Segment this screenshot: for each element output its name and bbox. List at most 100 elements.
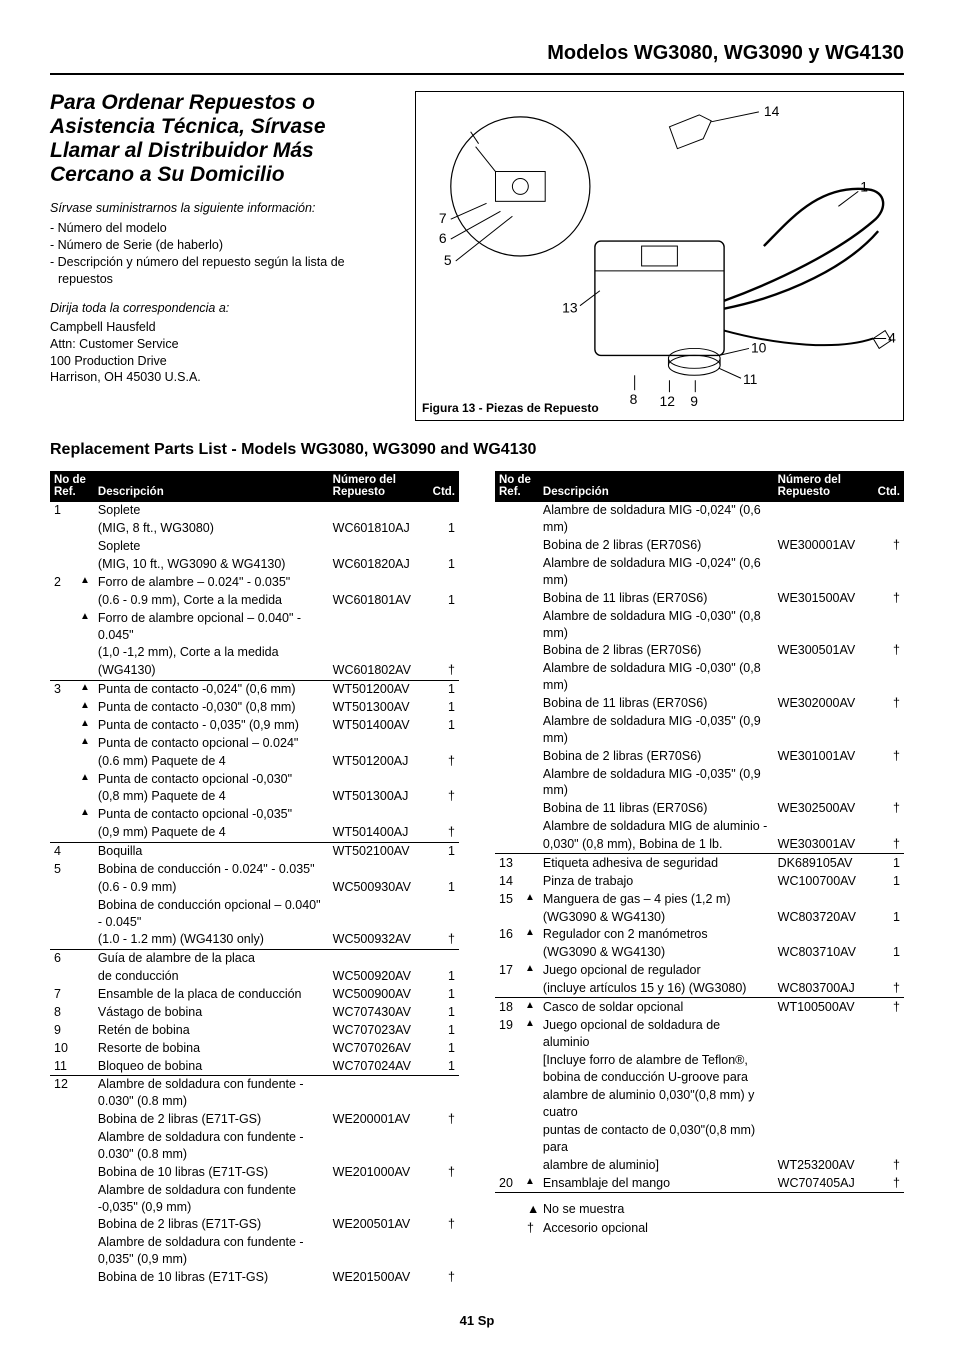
table-row: (0,8 mm) Paquete de 4WT501300AJ† [50, 788, 459, 806]
cell-ref: 7 [50, 986, 76, 1004]
cell-part: WC100700AV [774, 872, 874, 890]
cell-part [329, 644, 429, 662]
cell-qty: 1 [874, 872, 904, 890]
table-row: 20▲Ensamblaje del mangoWC707405AJ† [495, 1174, 904, 1192]
cell-qty: † [874, 589, 904, 607]
cell-part: WC707405AJ [774, 1174, 874, 1192]
cell-triangle [76, 860, 94, 878]
cell-part: WC601802AV [329, 662, 429, 680]
cell-ref [50, 896, 76, 931]
cell-triangle [76, 538, 94, 556]
cell-ref [50, 1234, 76, 1269]
cell-triangle: ▲ [521, 1016, 539, 1051]
cell-triangle [76, 502, 94, 520]
cell-qty: † [429, 931, 459, 949]
cell-triangle [521, 908, 539, 926]
cell-triangle: ▲ [76, 680, 94, 698]
cell-triangle: ▲ [76, 734, 94, 752]
cell-qty [874, 1122, 904, 1157]
address-intro: Dirija toda la correspondencia a: [50, 300, 395, 317]
cell-part: WC500900AV [329, 986, 429, 1004]
cell-qty: † [429, 824, 459, 842]
cell-desc: (MIG, 10 ft., WG3090 & WG4130) [94, 556, 329, 574]
cell-ref [50, 538, 76, 556]
cell-triangle: ▲ [521, 962, 539, 980]
cell-qty: † [874, 1174, 904, 1192]
table-row: 16▲Regulador con 2 manómetros [495, 926, 904, 944]
cell-part [774, 555, 874, 590]
cell-part [329, 896, 429, 931]
callout-11: 11 [743, 371, 758, 387]
section-title: Replacement Parts List - Models WG3080, … [50, 439, 904, 461]
cell-triangle [76, 1111, 94, 1129]
table-row: 17▲Juego opcional de regulador [495, 962, 904, 980]
cell-part: WT501300AV [329, 699, 429, 717]
table-row: 18▲Casco de soldar opcionalWT100500AV† [495, 998, 904, 1016]
figure-caption: Figura 13 - Piezas de Repuesto [422, 400, 599, 416]
table-row: Alambre de soldadura MIG -0,035" (0,9 mm… [495, 712, 904, 747]
cell-part: WE200501AV [329, 1216, 429, 1234]
cell-qty [874, 712, 904, 747]
cell-desc: Bobina de conducción - 0.024" - 0.035" [94, 860, 329, 878]
cell-desc: Bobina de 11 libras (ER70S6) [539, 800, 774, 818]
cell-ref [50, 806, 76, 824]
cell-desc: Alambre de soldadura MIG -0,024" (0,6 mm… [539, 502, 774, 537]
figure-box: 14 1 4 7 6 5 13 8 12 9 11 [415, 91, 904, 421]
cell-ref: 1 [50, 502, 76, 520]
parts-column-left: No de Ref. Descripción Número del Repues… [50, 471, 459, 1287]
cell-triangle [521, 712, 539, 747]
cell-desc: (0.6 - 0.9 mm), Corte a la medida [94, 591, 329, 609]
cell-ref [495, 944, 521, 962]
cell-part [774, 926, 874, 944]
cell-ref [50, 1216, 76, 1234]
cell-desc: Soplete [94, 502, 329, 520]
table-row: Bobina de 2 libras (E71T-GS)WE200501AV† [50, 1216, 459, 1234]
cell-desc: Bobina de 2 libras (E71T-GS) [94, 1111, 329, 1129]
cell-part: WE300501AV [774, 642, 874, 660]
cell-triangle: ▲ [76, 699, 94, 717]
table-row: 6Guía de alambre de la placa [50, 949, 459, 967]
table-row: ▲Punta de contacto opcional -0,030" [50, 770, 459, 788]
cell-triangle: ▲ [76, 573, 94, 591]
table-row: Bobina de 11 libras (ER70S6)WE301500AV† [495, 589, 904, 607]
table-row: 3▲Punta de contacto -0,024" (0,6 mm)WT50… [50, 680, 459, 698]
table-row: 13Etiqueta adhesiva de seguridadDK689105… [495, 854, 904, 872]
table-row: (WG4130)WC601802AV† [50, 662, 459, 680]
cell-ref [50, 699, 76, 717]
cell-triangle [76, 1003, 94, 1021]
cell-desc: Guía de alambre de la placa [94, 949, 329, 967]
cell-desc: Regulador con 2 manómetros [539, 926, 774, 944]
table-row: Alambre de soldadura MIG -0,035" (0,9 mm… [495, 765, 904, 800]
cell-ref: 4 [50, 842, 76, 860]
cell-triangle [76, 931, 94, 949]
table-row: 19▲Juego opcional de soldadura de alumin… [495, 1016, 904, 1051]
cell-desc: Resorte de bobina [94, 1039, 329, 1057]
cell-ref [495, 537, 521, 555]
cell-desc: Juego opcional de soldadura de aluminio [539, 1016, 774, 1051]
table-row: (0,9 mm) Paquete de 4WT501400AJ† [50, 824, 459, 842]
cell-part: WE302500AV [774, 800, 874, 818]
cell-qty: † [874, 695, 904, 713]
cell-qty: † [874, 998, 904, 1016]
cell-qty: 1 [429, 1057, 459, 1075]
callout-5: 5 [444, 252, 452, 268]
cell-qty [429, 644, 459, 662]
cell-part: WC500920AV [329, 968, 429, 986]
table-row: (WG3090 & WG4130)WC803720AV1 [495, 908, 904, 926]
cell-triangle [521, 589, 539, 607]
cell-desc: (WG4130) [94, 662, 329, 680]
cell-qty [874, 1087, 904, 1122]
cell-ref: 10 [50, 1039, 76, 1057]
cell-ref: 2 [50, 573, 76, 591]
cell-qty: † [429, 1111, 459, 1129]
cell-part [329, 806, 429, 824]
cell-triangle [521, 537, 539, 555]
cell-part [329, 573, 429, 591]
cell-ref: 17 [495, 962, 521, 980]
cell-qty: 1 [429, 842, 459, 860]
cell-qty: 1 [429, 1039, 459, 1057]
ordering-block: Para Ordenar Repuestos o Asistencia Técn… [50, 91, 395, 421]
cell-qty: 1 [429, 1021, 459, 1039]
table-row: 14Pinza de trabajoWC100700AV1 [495, 872, 904, 890]
cell-ref [495, 980, 521, 998]
